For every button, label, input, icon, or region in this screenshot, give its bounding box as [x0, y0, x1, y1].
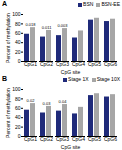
svg-text:40: 40	[15, 39, 21, 45]
svg-text:CpG3: CpG3	[56, 136, 69, 142]
html-text:BSN-EE: BSN-EE	[101, 1, 120, 7]
svg-text:CpG2: CpG2	[40, 136, 53, 142]
svg-text:CpG6: CpG6	[104, 136, 117, 142]
svg-text:0.011: 0.011	[42, 25, 52, 30]
html-text:A: A	[2, 0, 8, 7]
svg-text:Percent of methylation: Percent of methylation	[5, 13, 11, 63]
svg-text:CpG6: CpG6	[104, 61, 117, 67]
svg-text:CpG5: CpG5	[88, 61, 101, 67]
svg-text:Percent of methylation: Percent of methylation	[5, 88, 11, 138]
svg-text:100: 100	[12, 86, 21, 92]
svg-text:0: 0	[18, 58, 21, 64]
html-text:Stage 1X: Stage 1X	[68, 76, 89, 82]
svg-text:CpG1: CpG1	[24, 61, 37, 67]
svg-text:0: 0	[18, 133, 21, 139]
svg-text:40: 40	[15, 114, 21, 120]
svg-text:0.04: 0.04	[59, 99, 68, 104]
html-text:Stage 10X: Stage 10X	[96, 76, 120, 82]
svg-text:80: 80	[15, 21, 21, 27]
html-text:BSN: BSN	[83, 1, 94, 7]
svg-text:80: 80	[15, 96, 21, 102]
svg-text:60: 60	[15, 30, 21, 36]
svg-text:CpG3: CpG3	[56, 61, 69, 67]
svg-text:CpG site: CpG site	[61, 69, 81, 75]
svg-text:0.003: 0.003	[57, 23, 68, 28]
svg-text:CpG4: CpG4	[72, 61, 85, 67]
svg-text:CpG2: CpG2	[40, 61, 53, 67]
svg-text:CpG4: CpG4	[72, 136, 85, 142]
svg-text:20: 20	[15, 124, 21, 130]
svg-text:CpG5: CpG5	[88, 136, 101, 142]
svg-text:20: 20	[15, 49, 21, 55]
svg-text:0.02: 0.02	[27, 98, 36, 103]
svg-text:CpG1: CpG1	[24, 136, 37, 142]
svg-text:100: 100	[12, 11, 21, 17]
html-text:B: B	[2, 75, 8, 82]
svg-text:CpG site: CpG site	[61, 144, 81, 150]
svg-text:0.03: 0.03	[43, 101, 52, 106]
svg-text:0.018: 0.018	[25, 22, 36, 27]
svg-text:60: 60	[15, 105, 21, 111]
